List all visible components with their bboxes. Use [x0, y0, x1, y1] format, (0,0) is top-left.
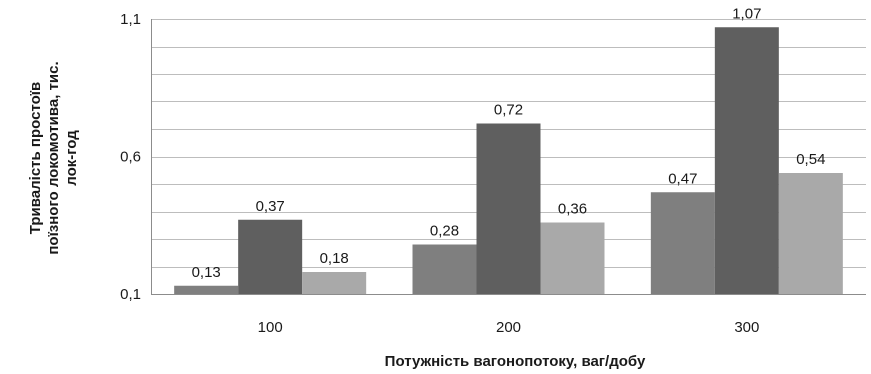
- data-label: 0,37: [256, 198, 285, 215]
- bar: [302, 272, 367, 294]
- y-axis-title-line-1: Тривалість простоїв: [27, 82, 44, 234]
- bar: [174, 285, 239, 294]
- data-label: 0,28: [430, 223, 459, 240]
- y-axis-title: Тривалість простоїв поїзного локомотива,…: [27, 61, 80, 254]
- bars: [174, 27, 843, 294]
- y-axis-title-line-3: лок-год: [63, 130, 80, 186]
- bar: [476, 123, 541, 294]
- bar: [714, 27, 779, 294]
- data-label: 0,72: [494, 102, 523, 119]
- bar: [778, 173, 843, 294]
- data-label: 0,18: [320, 250, 349, 267]
- bar: [412, 244, 477, 294]
- bar: [238, 219, 303, 294]
- bar: [650, 192, 715, 294]
- x-tick-label: 100: [258, 319, 283, 336]
- y-tick-labels: 0,1 0,6 1,1: [120, 11, 141, 303]
- data-label: 0,47: [668, 170, 697, 187]
- y-axis-title-line-2: поїзного локомотива, тис.: [45, 61, 62, 254]
- data-label: 0,54: [796, 151, 825, 168]
- x-tick-label: 300: [734, 319, 759, 336]
- x-axis-title: Потужність вагонопотоку, ваг/добу: [385, 353, 646, 370]
- data-label: 1,07: [732, 5, 761, 22]
- y-tick-label: 0,1: [120, 286, 141, 303]
- x-tick-label: 200: [496, 319, 521, 336]
- y-tick-label: 1,1: [120, 11, 141, 28]
- data-labels: 0,13 0,37 0,18 0,28 0,72 0,36 0,47 1,07 0,54: [192, 5, 826, 281]
- y-tick-label: 0,6: [120, 149, 141, 166]
- bar: [540, 222, 605, 294]
- data-label: 0,36: [558, 201, 587, 218]
- data-label: 0,13: [192, 264, 221, 281]
- x-tick-labels: 100 200 300: [258, 319, 760, 336]
